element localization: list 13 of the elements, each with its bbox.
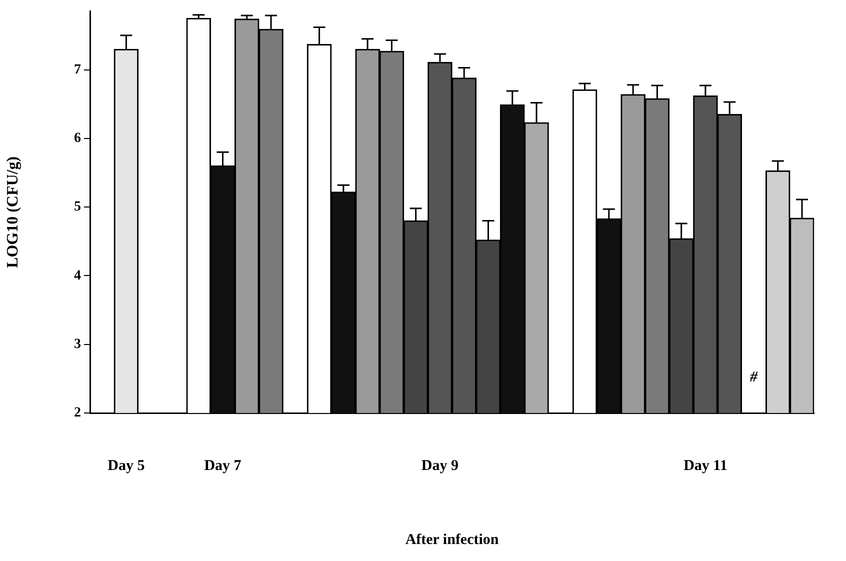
y-tick-label: 6 <box>74 131 81 146</box>
y-tick-label: 3 <box>74 336 81 352</box>
x-tick-label: Day 7 <box>204 458 242 474</box>
y-axis-title: LOG10 (CFU/g) <box>4 156 22 268</box>
text: # <box>750 369 758 386</box>
y-tick-label: 7 <box>74 62 81 78</box>
y-tick-label: 4 <box>74 268 81 284</box>
y-tick-label: 2 <box>74 406 81 421</box>
x-tick-label: Day 9 <box>421 458 459 474</box>
x-tick-label: Day 11 <box>684 458 728 474</box>
x-tick-label: Day 5 <box>108 458 145 474</box>
y-tick-label: 5 <box>74 200 81 215</box>
x-axis-title: After infection <box>405 532 500 548</box>
